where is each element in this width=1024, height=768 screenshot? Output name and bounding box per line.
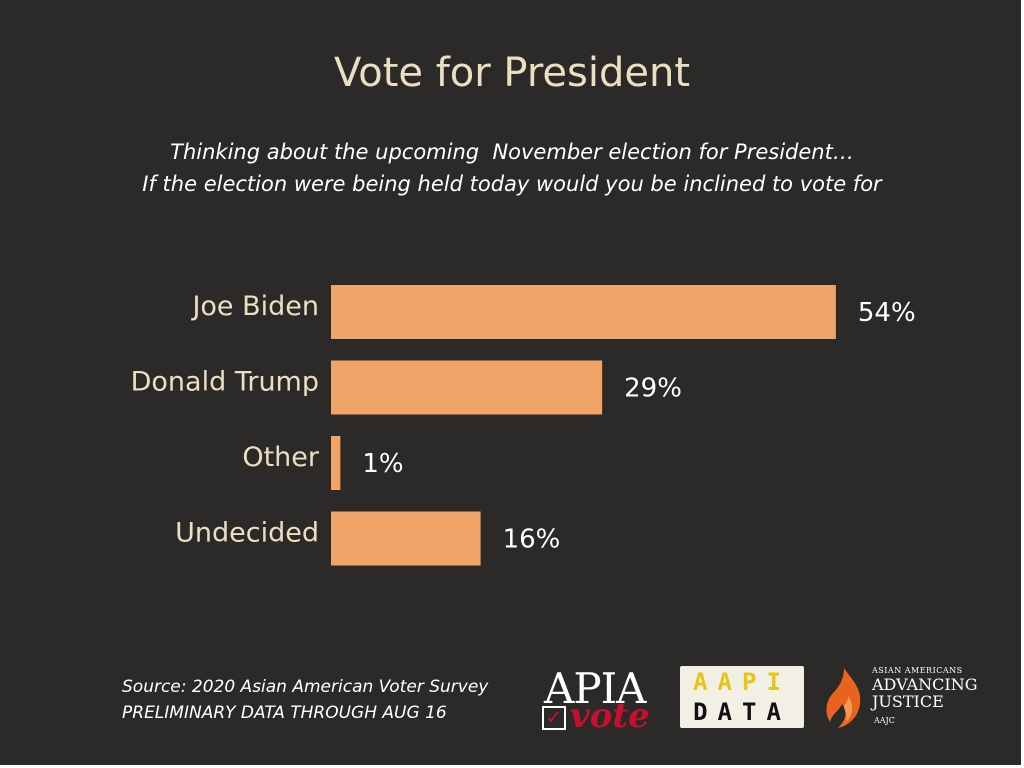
chart-subtitle: Thinking about the upcoming November ele…: [0, 136, 1024, 200]
checkbox-icon: ✓: [542, 706, 566, 730]
aajc-logo: ASIAN AMERICANS ADVANCING JUSTICE AAJC: [822, 664, 1002, 736]
source-line-2: PRELIMINARY DATA THROUGH AUG 16: [122, 703, 447, 723]
vote-logo-text: vote: [570, 696, 650, 736]
subtitle-line-1: Thinking about the upcoming November ele…: [170, 140, 854, 164]
bar-joe-biden: [331, 285, 836, 339]
apia-logo-text: APIA: [544, 664, 647, 713]
source-note: Source: 2020 Asian American Voter Survey…: [122, 674, 488, 726]
flame-icon: [826, 668, 861, 728]
aajc-logo-tiny: AAJC: [874, 716, 895, 725]
category-label-other: Other: [242, 442, 320, 473]
bar-donald-trump: [331, 360, 603, 415]
category-label-donald-trump: Donald Trump: [131, 367, 319, 398]
aapi-logo-line-1: AAPI: [693, 668, 791, 696]
category-label-joe-biden: Joe Biden: [190, 291, 319, 322]
apia-vote-logo: APIA ✓ vote: [540, 664, 662, 736]
bar-undecided: [331, 511, 481, 566]
aajc-logo-line-1: ADVANCING: [872, 675, 978, 694]
value-label-joe-biden: 54%: [858, 298, 916, 328]
bar-other: [331, 436, 341, 490]
value-label-donald-trump: 29%: [624, 374, 682, 404]
subtitle-line-2: If the election were being held today wo…: [142, 172, 882, 196]
source-line-1: Source: 2020 Asian American Voter Survey: [122, 677, 489, 697]
value-label-other: 1%: [362, 449, 403, 479]
bar-chart: Joe Biden 54% Donald Trump 29% Other 1% Undeci…: [131, 285, 916, 566]
aajc-logo-small: ASIAN AMERICANS: [872, 666, 963, 675]
aapi-data-logo: AAPI DATA: [680, 666, 804, 728]
aapi-logo-line-2: DATA: [693, 698, 791, 726]
category-label-undecided: Undecided: [175, 518, 319, 549]
chart-title: Vote for President: [333, 50, 691, 96]
aajc-logo-line-2: JUSTICE: [872, 692, 944, 711]
value-label-undecided: 16%: [503, 525, 561, 555]
